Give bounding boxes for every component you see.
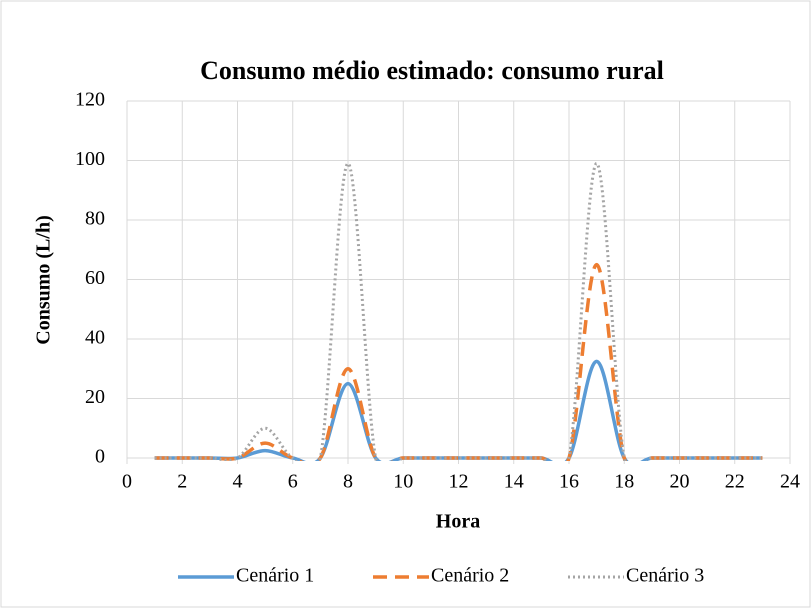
y-tick-label: 60 xyxy=(85,267,105,289)
x-tick-label: 0 xyxy=(122,471,132,493)
x-axis-label: Hora xyxy=(436,511,480,533)
series-line xyxy=(154,262,763,461)
x-tick-label: 18 xyxy=(614,471,634,493)
legend-label: Cenário 3 xyxy=(626,565,704,587)
y-tick-label: 40 xyxy=(85,327,105,349)
x-tick-label: 8 xyxy=(343,471,353,493)
x-tick-label: 24 xyxy=(780,471,800,493)
x-tick-label: 20 xyxy=(670,471,690,493)
x-tick-label: 22 xyxy=(725,471,745,493)
x-tick-label: 14 xyxy=(504,471,524,493)
y-tick-label: 120 xyxy=(75,89,105,111)
y-axis-label: Consumo (L/h) xyxy=(33,215,55,344)
y-tick-label: 0 xyxy=(95,446,105,468)
x-tick-label: 12 xyxy=(449,471,469,493)
y-tick-label: 100 xyxy=(75,148,105,170)
plot-area xyxy=(154,161,763,461)
legend-label: Cenário 1 xyxy=(236,565,314,587)
x-tick-label: 4 xyxy=(233,471,243,493)
y-tick-label: 20 xyxy=(85,386,105,408)
x-tick-label: 16 xyxy=(559,471,579,493)
chart-title: Consumo médio estimado: consumo rural xyxy=(200,56,664,85)
y-tick-label: 80 xyxy=(85,208,105,230)
x-tick-label: 2 xyxy=(177,471,187,493)
series-line xyxy=(154,161,763,461)
x-tick-label: 10 xyxy=(393,471,413,493)
x-tick-label: 6 xyxy=(288,471,298,493)
legend-label: Cenário 2 xyxy=(431,565,509,587)
